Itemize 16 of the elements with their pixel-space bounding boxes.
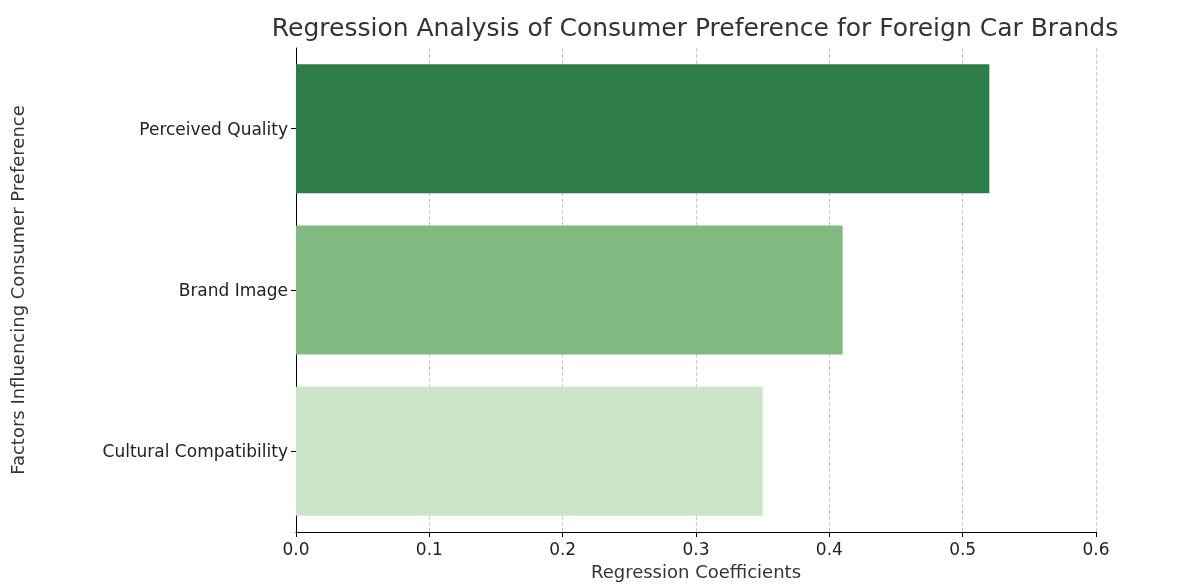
chart-title: Regression Analysis of Consumer Preference for Foreign Car Brands (271, 13, 1119, 42)
x-axis-title: Regression Coefficients (590, 560, 802, 582)
x-tick-label: 0.1 (415, 538, 443, 559)
x-tick-label: 0.6 (1082, 538, 1110, 559)
y-tick-label: Perceived Quality (139, 118, 288, 139)
y-axis-title: Factors Influencing Consumer Preference (6, 105, 28, 475)
bar (296, 386, 763, 516)
y-tick-label: Brand Image (178, 280, 288, 300)
x-tick-label: 0.2 (549, 538, 577, 559)
x-tick-label: 0.3 (682, 538, 710, 559)
bar (296, 64, 990, 194)
x-tick-label: 0.4 (815, 538, 843, 559)
y-tick-label: Cultural Compatibility (102, 441, 288, 462)
x-tick-label: 0.0 (282, 538, 310, 559)
bar (296, 225, 843, 355)
x-tick-label: 0.5 (949, 538, 977, 559)
